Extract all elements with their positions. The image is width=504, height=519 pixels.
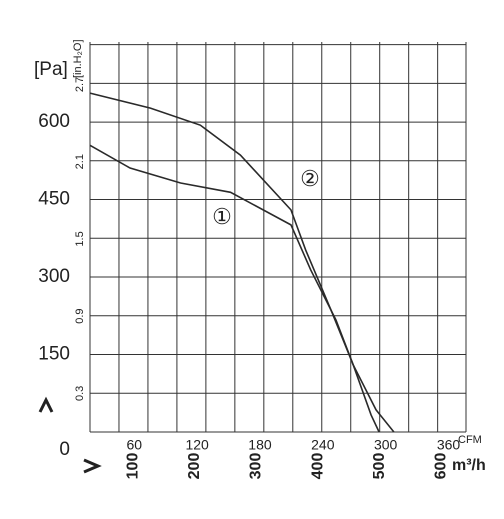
curve-label: ① [212,204,232,229]
y-tick-label: 450 [38,189,70,210]
y2-tick-label: 2.7 [74,77,86,92]
y-tick-label: 0 [59,439,70,460]
x2-tick-label: 240 [311,437,335,453]
x-tick-label: 200 [186,453,203,480]
y2-tick-label: 0.3 [74,386,86,401]
x-tick-label: 100 [124,453,141,480]
x-axis-label: m³/h [452,457,486,474]
curve [89,92,380,433]
y2-tick-label: 0.9 [74,309,86,324]
curve [89,144,395,433]
x2-tick-label: 60 [127,437,143,453]
curve-label: ② [300,166,320,191]
x-tick-label: 300 [248,453,265,480]
y2-tick-label: 2.1 [74,154,86,169]
x2-tick-label: 120 [185,437,209,453]
x2-tick-label: 300 [374,437,398,453]
y-tick-label: 600 [38,111,70,132]
x2-tick-label: 360 [437,437,461,453]
x-arrow [83,458,102,474]
x-tick-label: 500 [371,453,388,480]
x-tick-label: 600 [433,453,450,480]
x2-axis-label: CFM [458,434,482,446]
y2-axis-label: [in.H₂O] [72,40,84,79]
x2-tick-label: 180 [248,437,272,453]
x-tick-label: 400 [309,453,326,480]
y-tick-label: 150 [38,344,70,365]
y-arrow [38,396,54,413]
y-tick-label: 300 [38,266,70,287]
y-axis-label: [Pa] [34,59,68,80]
y2-tick-label: 1.5 [74,231,86,246]
